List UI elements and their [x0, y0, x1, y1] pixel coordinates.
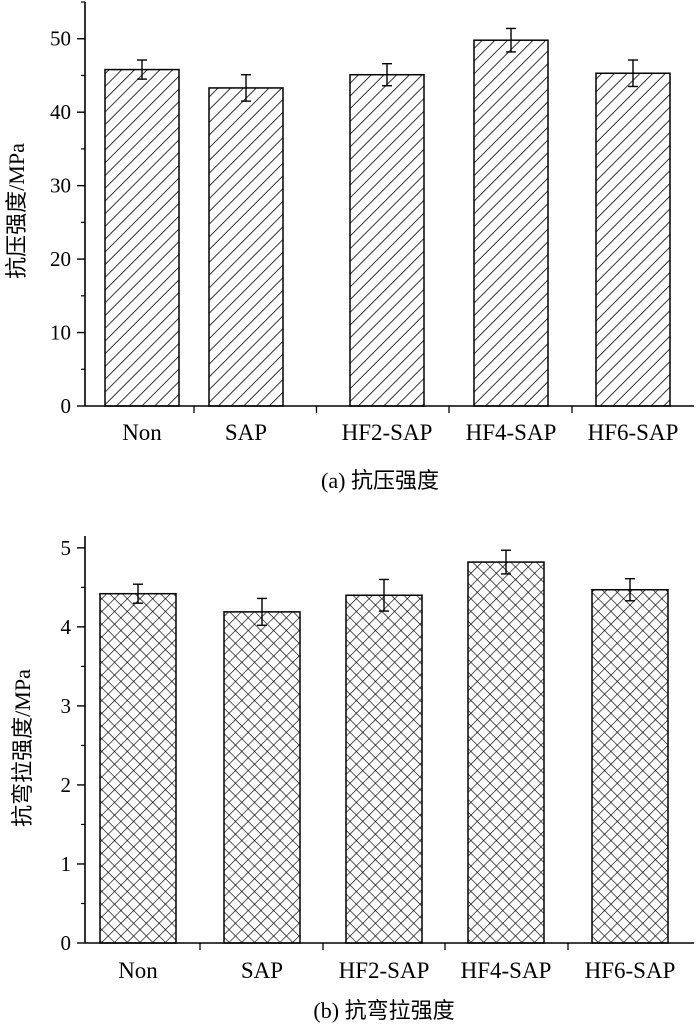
chart-a-plot: Non SAP HF2-SAP HF4-SAP HF6-SAP 0 10 20 30 40 50 — [50, 1, 694, 445]
chart-a-ytick-label: 30 — [50, 174, 71, 198]
chart-b-category-label: SAP — [241, 958, 283, 983]
chart-a-ytick-label: 20 — [50, 247, 71, 271]
chart-b: Non SAP HF2-SAP HF4-SAP HF6-SAP 0 1 2 3 4 5 抗弯拉强度/… — [10, 536, 694, 1023]
chart-b-category-label: HF2-SAP — [339, 958, 430, 983]
chart-a-category-label: SAP — [225, 420, 267, 445]
chart-b-errorbar-0 — [133, 583, 143, 604]
chart-b-bar-4 — [591, 588, 669, 944]
chart-a-bar-2 — [349, 73, 425, 407]
chart-a-errorbar-3 — [506, 27, 516, 53]
chart-b-plot: Non SAP HF2-SAP HF4-SAP HF6-SAP 0 1 2 3 4 5 — [61, 536, 694, 983]
chart-b-bar-3 — [467, 561, 545, 944]
chart-a-ylabel: 抗压强度/MPa — [4, 143, 29, 279]
chart-b-errorbar-3 — [501, 549, 511, 575]
chart-b-category-label: HF6-SAP — [585, 958, 676, 983]
chart-b-bar-2 — [345, 594, 423, 944]
chart-b-ytick-label: 1 — [61, 852, 72, 876]
chart-a-category-label: HF6-SAP — [588, 420, 679, 445]
chart-a-bar-3 — [473, 39, 549, 407]
chart-a: Non SAP HF2-SAP HF4-SAP HF6-SAP 0 10 20 30 40 50 抗… — [4, 1, 694, 493]
chart-b-ytick-label: 5 — [61, 536, 72, 560]
chart-a-category-label: HF2-SAP — [342, 420, 433, 445]
chart-a-ytick-label: 50 — [50, 27, 71, 51]
chart-a-category-label: HF4-SAP — [466, 420, 557, 445]
chart-a-ytick-label: 10 — [50, 321, 71, 345]
chart-a-bar-4 — [595, 72, 671, 407]
chart-b-category-label: HF4-SAP — [461, 958, 552, 983]
chart-b-bar-1 — [223, 611, 301, 944]
chart-b-ytick-label: 4 — [61, 615, 72, 639]
chart-b-bar-0 — [99, 592, 177, 944]
chart-a-bar-1 — [208, 87, 284, 407]
chart-b-category-label: Non — [118, 958, 158, 983]
chart-b-caption: (b) 抗弯拉强度 — [313, 998, 454, 1023]
chart-b-ytick-label: 0 — [61, 931, 72, 955]
chart-a-caption: (a) 抗压强度 — [321, 468, 439, 493]
chart-b-errorbar-2 — [379, 578, 389, 612]
chart-a-ytick-label: 40 — [50, 100, 71, 124]
chart-b-ylabel: 抗弯拉强度/MPa — [10, 669, 35, 827]
chart-a-bar-0 — [104, 68, 180, 407]
chart-a-ytick-label: 0 — [61, 394, 72, 418]
chart-b-ytick-label: 3 — [61, 694, 72, 718]
chart-a-errorbar-2 — [382, 63, 392, 87]
chart-b-ytick-label: 2 — [61, 773, 72, 797]
chart-a-errorbar-4 — [628, 59, 638, 88]
chart-a-errorbar-0 — [137, 59, 147, 80]
chart-b-errorbar-4 — [625, 577, 635, 602]
chart-b-errorbar-1 — [257, 597, 267, 627]
chart-a-errorbar-1 — [241, 74, 251, 102]
chart-a-category-label: Non — [122, 420, 162, 445]
